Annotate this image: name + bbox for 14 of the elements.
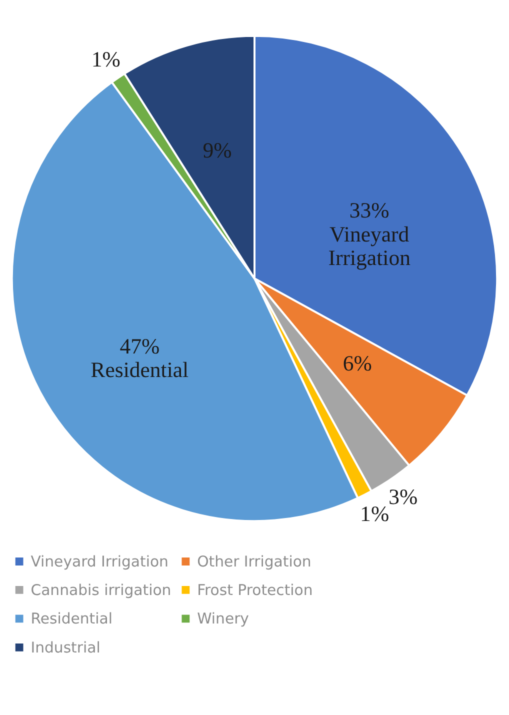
legend-label: Residential	[30, 610, 112, 628]
legend-label: Cannabis irrigation	[30, 580, 172, 599]
data-label: 47% Residential	[90, 334, 189, 382]
legend-label: Vineyard Irrigation	[30, 552, 168, 570]
legend-label: Winery	[197, 610, 250, 628]
legend-label: Industrial	[30, 638, 100, 656]
legend-label: Frost Protection	[197, 580, 313, 599]
data-label: 3%	[388, 485, 418, 510]
data-label: 9%	[202, 138, 232, 162]
data-label: 6%	[342, 352, 372, 376]
data-label: 1%	[91, 48, 120, 72]
data-label: 1%	[360, 502, 390, 526]
legend-label: Other Irrigation	[197, 552, 312, 570]
data-label: 33% Vineyard Irrigation	[328, 198, 411, 270]
